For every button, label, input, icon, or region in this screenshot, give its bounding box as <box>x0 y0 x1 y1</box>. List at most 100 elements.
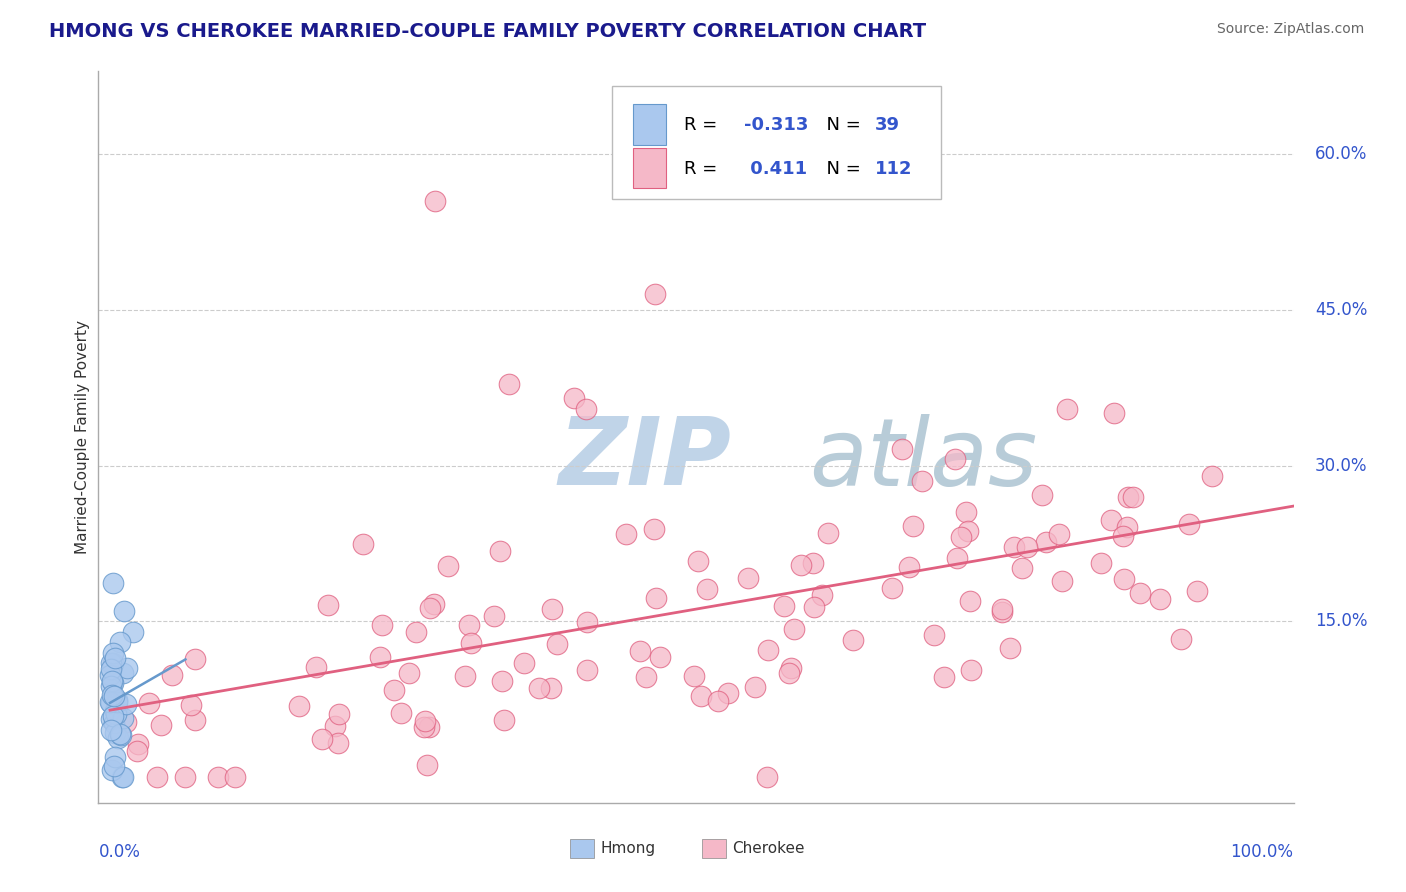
Point <box>98 695 121 709</box>
Point <box>437 558 460 573</box>
Point <box>160 668 183 682</box>
Point <box>744 680 766 694</box>
Text: 112: 112 <box>876 160 912 178</box>
Text: HMONG VS CHEROKEE MARRIED-COUPLE FAMILY POVERTY CORRELATION CHART: HMONG VS CHEROKEE MARRIED-COUPLE FAMILY … <box>49 22 927 41</box>
Point <box>932 670 955 684</box>
Text: N =: N = <box>815 160 868 178</box>
Point <box>1090 557 1112 571</box>
Text: 60.0%: 60.0% <box>1315 145 1368 163</box>
Point <box>105 693 128 707</box>
Text: -0.313: -0.313 <box>744 116 808 134</box>
Point <box>103 647 125 661</box>
Point <box>880 581 903 595</box>
Point <box>1011 560 1033 574</box>
Point <box>100 689 122 703</box>
Point <box>454 669 477 683</box>
Point <box>316 598 339 612</box>
Point <box>328 736 350 750</box>
Point <box>104 707 127 722</box>
Point <box>1201 469 1223 483</box>
Point <box>110 728 132 742</box>
Point <box>416 758 439 772</box>
Point <box>959 663 981 677</box>
Point <box>943 451 966 466</box>
Point <box>105 704 128 718</box>
Point <box>1031 488 1053 502</box>
Point <box>683 669 706 683</box>
Point <box>955 505 977 519</box>
Point <box>103 689 125 703</box>
Point <box>103 716 125 731</box>
Point <box>562 391 585 405</box>
Point <box>1099 513 1122 527</box>
Point <box>127 743 149 757</box>
Point <box>783 622 806 636</box>
Point <box>756 643 779 657</box>
Point <box>546 637 568 651</box>
Point <box>541 601 564 615</box>
Point <box>423 598 446 612</box>
Point <box>817 526 839 541</box>
Point <box>184 652 207 666</box>
Text: 100.0%: 100.0% <box>1230 843 1294 861</box>
Point <box>998 640 1021 655</box>
Point <box>101 657 124 671</box>
Point <box>100 667 122 681</box>
Point <box>104 726 127 740</box>
Point <box>103 759 125 773</box>
Point <box>803 599 825 614</box>
Point <box>112 604 135 618</box>
Point <box>991 601 1014 615</box>
FancyBboxPatch shape <box>613 86 941 200</box>
Point <box>959 594 981 608</box>
Point <box>115 661 138 675</box>
Text: R =: R = <box>685 116 723 134</box>
Text: ZIP: ZIP <box>558 413 731 505</box>
Point <box>398 665 420 680</box>
Point <box>628 643 651 657</box>
Point <box>1102 406 1125 420</box>
Bar <box>633 148 666 188</box>
Point <box>104 704 127 718</box>
Text: 0.411: 0.411 <box>744 160 807 178</box>
Point <box>643 523 665 537</box>
Point <box>288 699 311 714</box>
Point <box>897 560 920 574</box>
Point <box>368 650 391 665</box>
Text: atlas: atlas <box>810 414 1038 505</box>
Point <box>180 698 202 713</box>
Point <box>100 723 122 737</box>
Point <box>991 605 1014 619</box>
Text: 0.0%: 0.0% <box>98 843 141 861</box>
Point <box>491 674 513 689</box>
Point <box>891 442 914 457</box>
Point <box>1112 529 1135 543</box>
Text: Cherokee: Cherokee <box>733 840 804 855</box>
Point <box>950 530 973 544</box>
Point <box>492 713 515 727</box>
Point <box>1118 490 1140 504</box>
Point <box>614 527 637 541</box>
Point <box>779 661 801 675</box>
Text: 39: 39 <box>876 116 900 134</box>
Point <box>311 732 333 747</box>
Point <box>304 660 326 674</box>
Point <box>115 715 138 730</box>
Point <box>458 618 481 632</box>
Bar <box>633 104 666 145</box>
Point <box>100 656 122 670</box>
Point <box>105 695 128 709</box>
Point <box>112 665 135 680</box>
Text: N =: N = <box>815 116 868 134</box>
Point <box>706 693 728 707</box>
Text: R =: R = <box>685 160 723 178</box>
Point <box>207 770 229 784</box>
Y-axis label: Married-Couple Family Poverty: Married-Couple Family Poverty <box>75 320 90 554</box>
Text: 45.0%: 45.0% <box>1315 301 1368 319</box>
Point <box>650 649 672 664</box>
Point <box>575 615 598 629</box>
Point <box>911 474 934 488</box>
Point <box>460 635 482 649</box>
Point <box>103 576 125 591</box>
Point <box>1115 519 1137 533</box>
